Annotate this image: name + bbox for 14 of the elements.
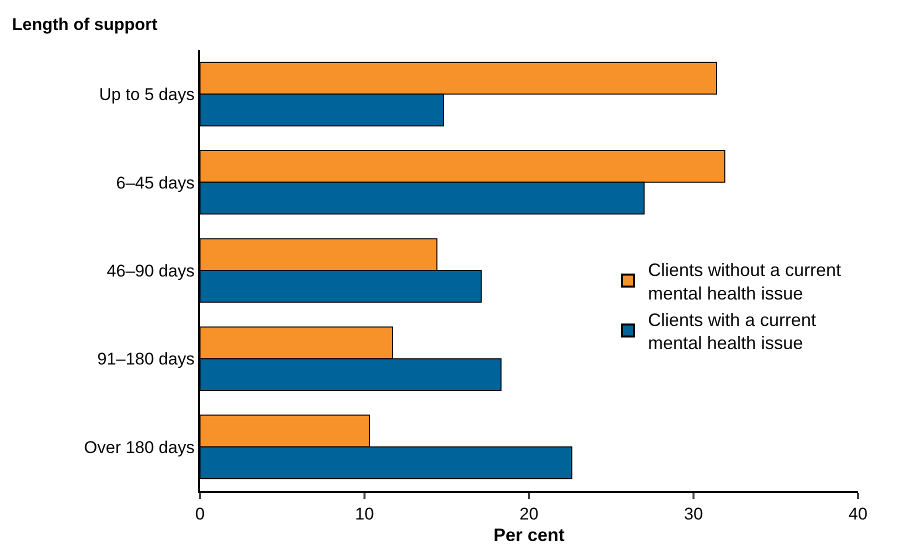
y-tick-label: 46–90 days	[106, 261, 195, 280]
x-tick-label: 0	[195, 504, 205, 524]
x-tick-label: 20	[520, 504, 538, 524]
x-tick-label: 30	[684, 504, 703, 524]
x-axis-title: Per cent	[493, 525, 565, 545]
y-axis-title: Length of support	[12, 15, 158, 34]
y-tick-label: Over 180 days	[84, 438, 195, 457]
x-tick-label: 10	[355, 504, 374, 524]
y-tick-label: Up to 5 days	[99, 85, 195, 104]
y-tick-label: 91–180 days	[97, 350, 195, 369]
x-tick-label: 40	[848, 504, 868, 524]
legend-label: Clients with a current mental health issue	[648, 310, 816, 354]
legend-label: Clients without a current mental health issue	[648, 260, 842, 304]
y-tick-label: 6–45 days	[116, 173, 195, 192]
